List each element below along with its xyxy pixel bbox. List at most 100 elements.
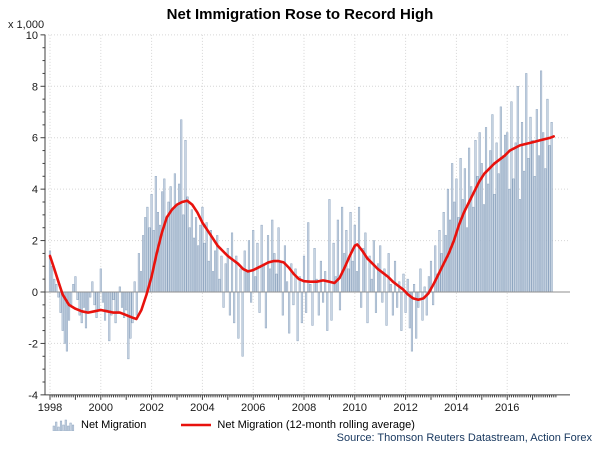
- bar: [353, 224, 356, 293]
- bar: [59, 291, 62, 313]
- bar: [497, 173, 500, 293]
- bar: [175, 204, 179, 293]
- bar: [154, 176, 157, 293]
- bar: [537, 155, 541, 293]
- bar: [491, 114, 494, 293]
- bar: [516, 86, 519, 293]
- bar: [163, 178, 166, 293]
- bar: [97, 291, 100, 311]
- bar: [338, 291, 342, 311]
- bar: [391, 291, 394, 316]
- bar: [211, 271, 215, 293]
- chart-title: Net Immigration Rose to Record High: [166, 6, 434, 23]
- x-tick-label: 2000: [89, 402, 113, 414]
- bar: [326, 291, 329, 331]
- x-tick-label: 2010: [343, 402, 367, 414]
- bar: [540, 70, 543, 293]
- bar: [250, 291, 253, 303]
- bar: [127, 291, 130, 360]
- x-tick-label: 2006: [241, 402, 265, 414]
- y-tick-label: 10: [26, 30, 38, 42]
- bar: [535, 109, 538, 293]
- bar: [247, 240, 251, 293]
- bar: [165, 219, 168, 293]
- y-tick-label: -4: [28, 390, 38, 402]
- source-attribution: Source: Thomson Reuters Datastream, Acti…: [336, 432, 592, 444]
- bar: [142, 235, 145, 293]
- legend-item-net-migration: Net Migration: [52, 419, 146, 431]
- bar: [84, 291, 88, 329]
- bar: [241, 291, 244, 357]
- legend-item-rolling-average: Net Migration (12-month rolling average): [180, 419, 415, 431]
- y-tick-label: 8: [32, 81, 38, 93]
- bar: [476, 176, 479, 293]
- bar: [178, 183, 181, 293]
- bar: [465, 227, 469, 293]
- bar: [357, 206, 361, 293]
- bar: [89, 291, 92, 298]
- bar: [550, 122, 553, 293]
- bar: [87, 291, 90, 313]
- bar: [413, 284, 416, 293]
- bar: [493, 194, 496, 293]
- bar: [220, 255, 223, 293]
- x-tick-label: 2012: [393, 402, 417, 414]
- y-tick-label: 6: [32, 133, 38, 145]
- bar: [190, 209, 193, 293]
- bar: [125, 291, 128, 311]
- bar: [419, 268, 422, 293]
- line-series-icon: [181, 423, 212, 427]
- bar: [260, 224, 263, 293]
- x-tick-label: 2016: [495, 402, 519, 414]
- bar: [245, 271, 248, 293]
- bar: [313, 248, 316, 293]
- bar: [171, 209, 174, 293]
- bar: [319, 260, 322, 293]
- bar: [283, 245, 286, 293]
- bar: [434, 245, 437, 293]
- bar: [396, 291, 399, 308]
- bar: [478, 132, 481, 293]
- bar: [146, 206, 149, 293]
- bar: [531, 140, 534, 293]
- bar: [139, 271, 143, 293]
- bar: [527, 158, 530, 293]
- legend-label-line: Net Migration (12-month rolling average): [217, 419, 415, 431]
- bar: [355, 271, 358, 293]
- bar: [82, 291, 85, 308]
- bar: [544, 168, 547, 293]
- legend-mini-bar: [67, 425, 70, 431]
- chart-plot-area: -4 -2 0 2 4 6 8 10 1998 2000 2002 2004 2006 2008 2010 2…: [26, 30, 570, 414]
- bar: [421, 291, 424, 321]
- bar: [523, 170, 526, 293]
- bar: [487, 183, 490, 293]
- bar: [300, 291, 303, 324]
- bar: [525, 73, 528, 293]
- bar: [180, 119, 183, 293]
- bar: [341, 206, 344, 293]
- bar: [279, 260, 282, 293]
- bar: [294, 268, 297, 293]
- bar: [209, 230, 212, 293]
- bar: [101, 291, 104, 303]
- bar: [506, 132, 509, 293]
- bar: [347, 268, 350, 293]
- chart-legend: Net Migration Net Migration (12-month ro…: [52, 419, 415, 431]
- bar: [55, 284, 58, 293]
- bar: [334, 276, 337, 293]
- bar: [103, 291, 107, 321]
- bar: [195, 217, 198, 293]
- bar: [499, 106, 502, 293]
- bar: [112, 291, 115, 300]
- bar: [76, 291, 79, 300]
- bar: [137, 253, 140, 293]
- y-axis-unit-label: x 1,000: [8, 19, 45, 31]
- bar: [482, 204, 485, 293]
- bar: [302, 255, 306, 293]
- bar: [51, 266, 54, 293]
- bar: [80, 291, 83, 324]
- bar: [118, 286, 121, 293]
- bar: [400, 291, 403, 331]
- bar: [374, 291, 378, 313]
- bar: [233, 291, 236, 324]
